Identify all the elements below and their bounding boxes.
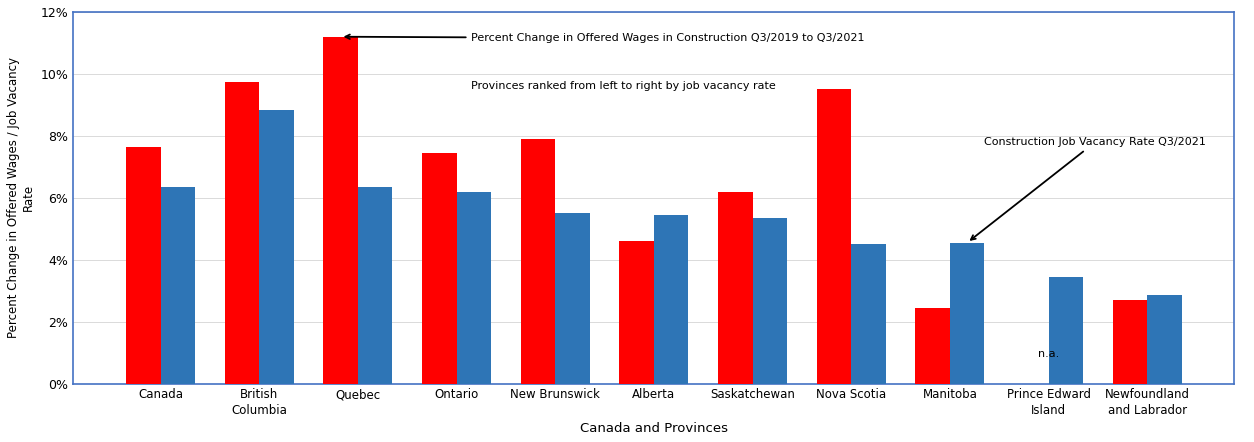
Bar [423,153,456,384]
Bar [816,89,851,384]
Bar [260,110,293,384]
Text: n.a.: n.a. [1038,349,1060,359]
Bar [1048,277,1083,384]
Bar [719,191,752,384]
Bar [520,139,556,384]
Bar [1112,300,1147,384]
Bar [949,243,984,384]
Bar [556,213,589,384]
Bar [1147,295,1181,384]
Text: Provinces ranked from left to right by job vacancy rate: Provinces ranked from left to right by j… [472,81,776,91]
Bar [357,187,393,384]
Bar [653,215,688,384]
Bar [224,82,260,384]
Bar [161,187,196,384]
Bar [456,191,492,384]
Text: Percent Change in Offered Wages in Construction Q3/2019 to Q3/2021: Percent Change in Offered Wages in Const… [345,33,865,43]
Text: Construction Job Vacancy Rate Q3/2021: Construction Job Vacancy Rate Q3/2021 [971,137,1206,240]
Bar [619,241,653,384]
Y-axis label: Percent Change in Offered Wages / Job Vacancy
Rate: Percent Change in Offered Wages / Job Va… [8,57,35,338]
Bar [851,244,885,384]
Bar [324,37,357,384]
Bar [915,308,949,384]
X-axis label: Canada and Provinces: Canada and Provinces [579,422,727,435]
Bar [125,147,161,384]
Bar [752,218,788,384]
